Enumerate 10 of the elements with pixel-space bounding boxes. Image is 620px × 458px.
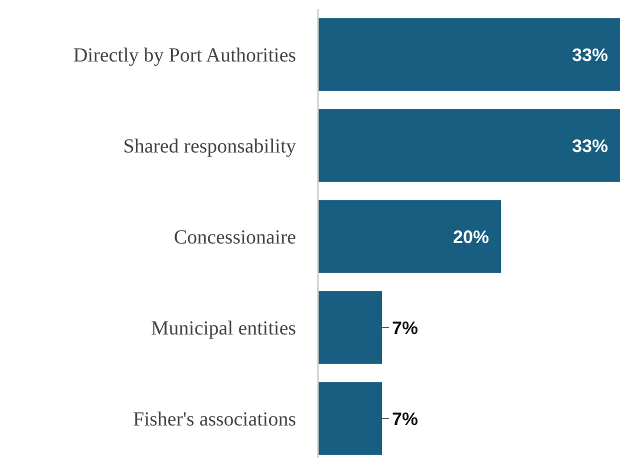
y-tick-label: Directly by Port Authorities — [73, 44, 296, 66]
data-label: 20% — [453, 226, 490, 247]
y-tick-label: Shared responsability — [123, 136, 296, 158]
data-label: 33% — [572, 136, 608, 156]
y-tick-label: Concessionaire — [174, 226, 296, 248]
data-label: 33% — [572, 44, 608, 65]
data-label: 7% — [392, 318, 418, 338]
y-tick-label: Municipal entities — [151, 318, 296, 340]
data-label: 7% — [392, 408, 418, 429]
y-tick-label: Fisher's associations — [132, 408, 296, 430]
